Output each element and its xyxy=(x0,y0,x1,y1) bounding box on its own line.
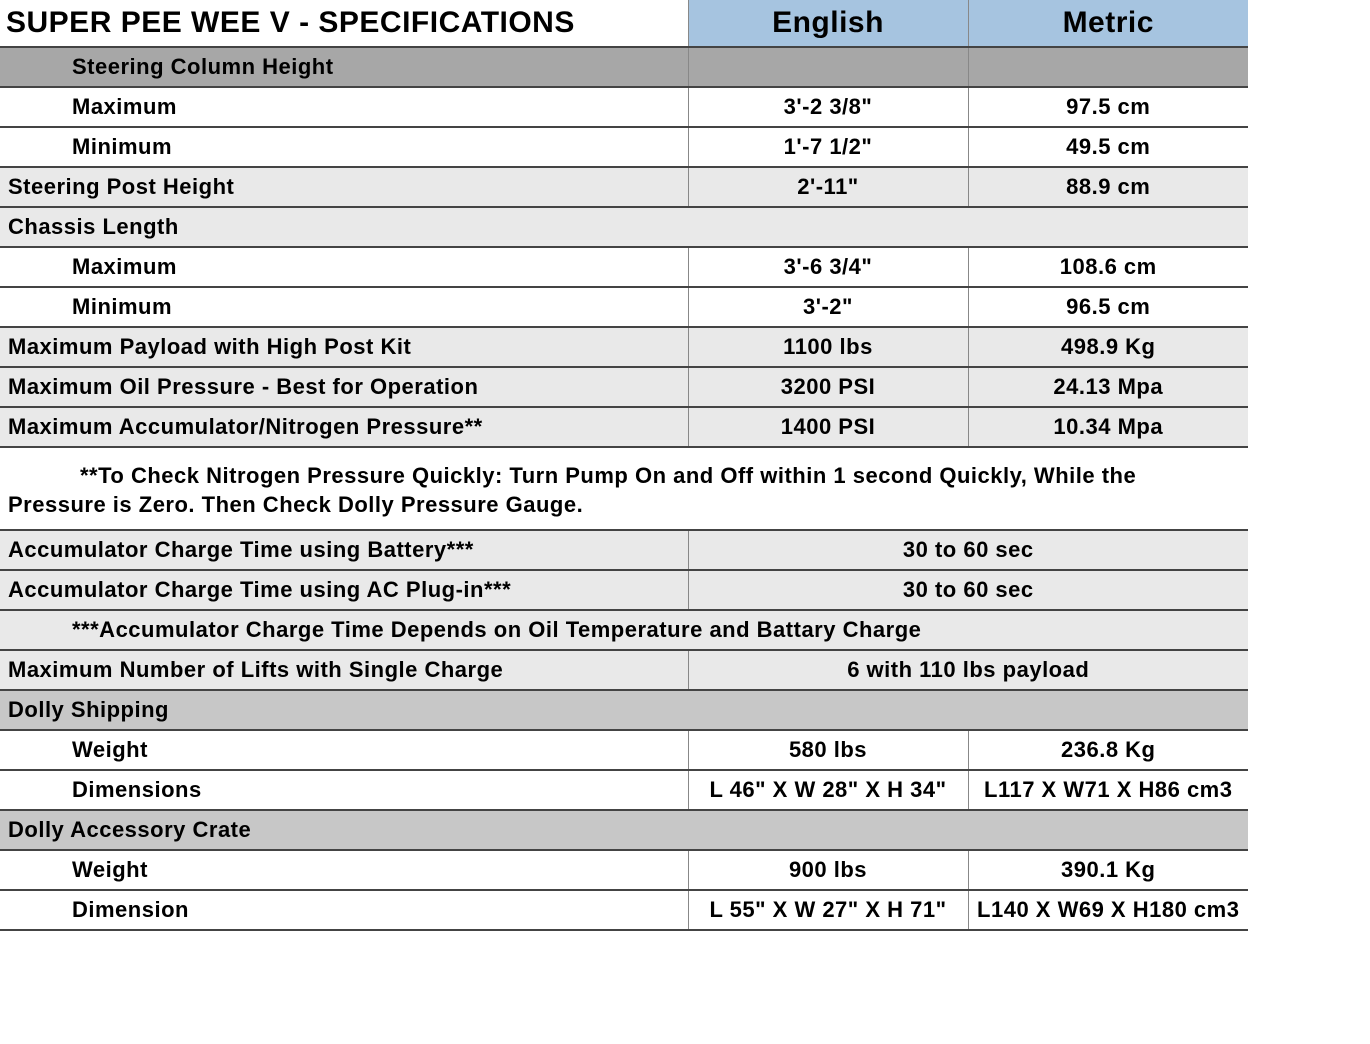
section-steering-column-height: Steering Column Height xyxy=(0,47,1248,87)
row-label: Dimension xyxy=(0,890,688,930)
cell-merged: 30 to 60 sec xyxy=(688,570,1248,610)
row-accum-battery: Accumulator Charge Time using Battery***… xyxy=(0,530,1248,570)
cell-merged: 30 to 60 sec xyxy=(688,530,1248,570)
row-accum-ac: Accumulator Charge Time using AC Plug-in… xyxy=(0,570,1248,610)
row-max-lifts: Maximum Number of Lifts with Single Char… xyxy=(0,650,1248,690)
row-label: Minimum xyxy=(0,127,688,167)
section-dolly-accessory: Dolly Accessory Crate xyxy=(0,810,1248,850)
table-header-row: SUPER PEE WEE V - SPECIFICATIONS English… xyxy=(0,0,1248,47)
row-cl-max: Maximum 3'-6 3/4" 108.6 cm xyxy=(0,247,1248,287)
note-text: ***Accumulator Charge Time Depends on Oi… xyxy=(0,610,1248,650)
row-label: Minimum xyxy=(0,287,688,327)
cell-metric: 498.9 Kg xyxy=(968,327,1248,367)
cell-metric: 97.5 cm xyxy=(968,87,1248,127)
section-label: Dolly Accessory Crate xyxy=(0,810,1248,850)
cell-english: 3'-2" xyxy=(688,287,968,327)
cell-english: L 55" X W 27" X H 71" xyxy=(688,890,968,930)
table-title: SUPER PEE WEE V - SPECIFICATIONS xyxy=(0,0,688,47)
section-dolly-shipping: Dolly Shipping xyxy=(0,690,1248,730)
cell-metric: 108.6 cm xyxy=(968,247,1248,287)
cell-merged: 6 with 110 lbs payload xyxy=(688,650,1248,690)
cell-metric: 88.9 cm xyxy=(968,167,1248,207)
note-accum-charge: ***Accumulator Charge Time Depends on Oi… xyxy=(0,610,1248,650)
row-label: Accumulator Charge Time using AC Plug-in… xyxy=(0,570,688,610)
cell-english: 1100 lbs xyxy=(688,327,968,367)
cell-metric: 236.8 Kg xyxy=(968,730,1248,770)
cell-empty xyxy=(968,47,1248,87)
row-steering-post-height: Steering Post Height 2'-11" 88.9 cm xyxy=(0,167,1248,207)
cell-english: 3200 PSI xyxy=(688,367,968,407)
cell-metric: 390.1 Kg xyxy=(968,850,1248,890)
cell-metric: L140 X W69 X H180 cm3 xyxy=(968,890,1248,930)
row-max-payload: Maximum Payload with High Post Kit 1100 … xyxy=(0,327,1248,367)
cell-metric: 24.13 Mpa xyxy=(968,367,1248,407)
cell-english: 3'-6 3/4" xyxy=(688,247,968,287)
cell-metric: 96.5 cm xyxy=(968,287,1248,327)
row-label: Weight xyxy=(0,850,688,890)
row-label: Accumulator Charge Time using Battery*** xyxy=(0,530,688,570)
cell-english: L 46" X W 28" X H 34" xyxy=(688,770,968,810)
section-label: Chassis Length xyxy=(0,207,1248,247)
row-ds-weight: Weight 580 lbs 236.8 Kg xyxy=(0,730,1248,770)
cell-english: 900 lbs xyxy=(688,850,968,890)
section-label: Steering Column Height xyxy=(0,47,688,87)
row-label: Steering Post Height xyxy=(0,167,688,207)
row-label: Maximum Accumulator/Nitrogen Pressure** xyxy=(0,407,688,447)
row-max-accum: Maximum Accumulator/Nitrogen Pressure** … xyxy=(0,407,1248,447)
row-label: Maximum Oil Pressure - Best for Operatio… xyxy=(0,367,688,407)
spec-table: SUPER PEE WEE V - SPECIFICATIONS English… xyxy=(0,0,1248,931)
cell-english: 2'-11" xyxy=(688,167,968,207)
note-nitrogen: **To Check Nitrogen Pressure Quickly: Tu… xyxy=(0,447,1248,530)
cell-metric: L117 X W71 X H86 cm3 xyxy=(968,770,1248,810)
section-chassis-length: Chassis Length xyxy=(0,207,1248,247)
cell-empty xyxy=(688,47,968,87)
row-sch-min: Minimum 1'-7 1/2" 49.5 cm xyxy=(0,127,1248,167)
row-label: Maximum xyxy=(0,247,688,287)
row-sch-max: Maximum 3'-2 3/8" 97.5 cm xyxy=(0,87,1248,127)
row-label: Dimensions xyxy=(0,770,688,810)
cell-english: 3'-2 3/8" xyxy=(688,87,968,127)
cell-english: 1'-7 1/2" xyxy=(688,127,968,167)
section-label: Dolly Shipping xyxy=(0,690,1248,730)
cell-metric: 10.34 Mpa xyxy=(968,407,1248,447)
row-ds-dim: Dimensions L 46" X W 28" X H 34" L117 X … xyxy=(0,770,1248,810)
row-da-dim: Dimension L 55" X W 27" X H 71" L140 X W… xyxy=(0,890,1248,930)
row-da-weight: Weight 900 lbs 390.1 Kg xyxy=(0,850,1248,890)
row-label: Weight xyxy=(0,730,688,770)
note-text: **To Check Nitrogen Pressure Quickly: Tu… xyxy=(0,447,1248,530)
cell-english: 1400 PSI xyxy=(688,407,968,447)
note-text-content: **To Check Nitrogen Pressure Quickly: Tu… xyxy=(8,462,1240,519)
cell-english: 580 lbs xyxy=(688,730,968,770)
col-header-metric: Metric xyxy=(968,0,1248,47)
cell-metric: 49.5 cm xyxy=(968,127,1248,167)
col-header-english: English xyxy=(688,0,968,47)
row-label: Maximum xyxy=(0,87,688,127)
row-max-oil: Maximum Oil Pressure - Best for Operatio… xyxy=(0,367,1248,407)
row-cl-min: Minimum 3'-2" 96.5 cm xyxy=(0,287,1248,327)
row-label: Maximum Number of Lifts with Single Char… xyxy=(0,650,688,690)
row-label: Maximum Payload with High Post Kit xyxy=(0,327,688,367)
